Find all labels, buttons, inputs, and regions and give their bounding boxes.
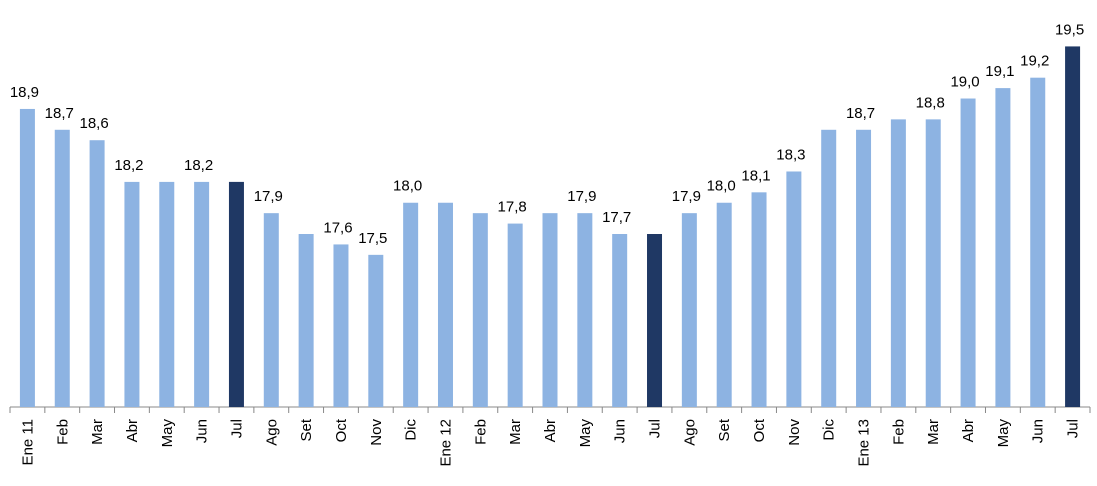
bar bbox=[612, 234, 628, 407]
x-tick-label: May bbox=[995, 419, 1012, 448]
x-tick-label: Jun bbox=[194, 419, 211, 443]
x-tick-label: Mar bbox=[507, 419, 524, 445]
value-label: 19,1 bbox=[985, 63, 1014, 80]
bar bbox=[333, 244, 349, 407]
bar bbox=[263, 213, 279, 407]
x-tick-label: Set bbox=[298, 418, 315, 441]
value-label: 19,0 bbox=[950, 74, 979, 91]
x-tick-label: Feb bbox=[890, 419, 907, 445]
value-label: 18,9 bbox=[10, 84, 39, 101]
bar bbox=[647, 234, 663, 407]
value-label: 17,9 bbox=[567, 188, 596, 205]
bar bbox=[159, 181, 175, 407]
bar bbox=[821, 129, 837, 408]
bar bbox=[716, 202, 732, 407]
bar bbox=[472, 213, 488, 407]
x-tick-label: Ago bbox=[263, 419, 280, 446]
x-tick-label: May bbox=[577, 419, 594, 448]
bar bbox=[542, 213, 558, 407]
x-tick-label: Oct bbox=[751, 418, 768, 442]
bar bbox=[368, 254, 384, 407]
bar bbox=[89, 140, 105, 407]
x-tick-label: Nov bbox=[368, 419, 385, 446]
bar bbox=[577, 213, 593, 407]
value-label: 18,2 bbox=[114, 157, 143, 174]
value-label: 18,2 bbox=[184, 157, 213, 174]
x-tick-label: May bbox=[159, 419, 176, 448]
bar bbox=[124, 181, 140, 407]
bar bbox=[437, 202, 453, 407]
bar bbox=[751, 192, 767, 407]
value-label: 18,0 bbox=[707, 178, 736, 195]
bar bbox=[925, 119, 941, 407]
bar bbox=[228, 181, 244, 407]
value-label: 18,0 bbox=[393, 178, 422, 195]
value-label: 17,9 bbox=[254, 188, 283, 205]
bar bbox=[507, 223, 523, 407]
value-label: 17,6 bbox=[323, 219, 352, 236]
x-tick-label: Jul bbox=[1065, 419, 1082, 438]
value-label: 18,8 bbox=[916, 94, 945, 111]
value-label: 18,3 bbox=[776, 146, 805, 163]
value-label: 18,6 bbox=[79, 115, 108, 132]
x-tick-label: Oct bbox=[333, 418, 350, 442]
value-label: 18,7 bbox=[846, 105, 875, 122]
x-tick-label: Abr bbox=[124, 419, 141, 442]
x-tick-label: Ago bbox=[681, 419, 698, 446]
x-tick-label: Mar bbox=[89, 419, 106, 445]
bar bbox=[1030, 77, 1046, 407]
bar bbox=[890, 119, 906, 407]
value-label: 17,7 bbox=[602, 209, 631, 226]
x-tick-label: Mar bbox=[925, 419, 942, 445]
x-tick-label: Ene 12 bbox=[437, 419, 454, 467]
x-tick-label: Dic bbox=[821, 419, 838, 441]
bar bbox=[403, 202, 419, 407]
bar bbox=[960, 98, 976, 408]
value-label: 17,8 bbox=[498, 199, 527, 216]
x-tick-label: Jun bbox=[1030, 419, 1047, 443]
bar bbox=[856, 129, 872, 408]
bar bbox=[194, 181, 210, 407]
value-label: 17,9 bbox=[672, 188, 701, 205]
x-tick-label: Jul bbox=[228, 419, 245, 438]
x-tick-label: Abr bbox=[542, 419, 559, 442]
bar bbox=[995, 88, 1011, 407]
x-tick-label: Jul bbox=[647, 419, 664, 438]
value-label: 17,5 bbox=[358, 230, 387, 247]
x-tick-label: Ene 11 bbox=[19, 419, 36, 465]
value-label: 18,1 bbox=[741, 167, 770, 184]
value-label: 18,7 bbox=[45, 105, 74, 122]
bar bbox=[786, 171, 802, 407]
value-label: 19,2 bbox=[1020, 53, 1049, 70]
x-tick-label: Abr bbox=[960, 419, 977, 442]
x-tick-label: Feb bbox=[54, 419, 71, 445]
bar bbox=[54, 129, 70, 408]
value-label: 19,5 bbox=[1055, 21, 1084, 38]
bar bbox=[298, 234, 314, 407]
x-tick-label: Dic bbox=[403, 419, 420, 441]
bar bbox=[681, 213, 697, 407]
bar bbox=[1065, 46, 1081, 407]
x-tick-label: Ene 13 bbox=[856, 419, 873, 467]
x-tick-label: Feb bbox=[472, 419, 489, 445]
bar bbox=[19, 108, 35, 408]
x-tick-label: Jun bbox=[612, 419, 629, 443]
x-tick-label: Set bbox=[716, 418, 733, 441]
x-tick-label: Nov bbox=[786, 419, 803, 446]
